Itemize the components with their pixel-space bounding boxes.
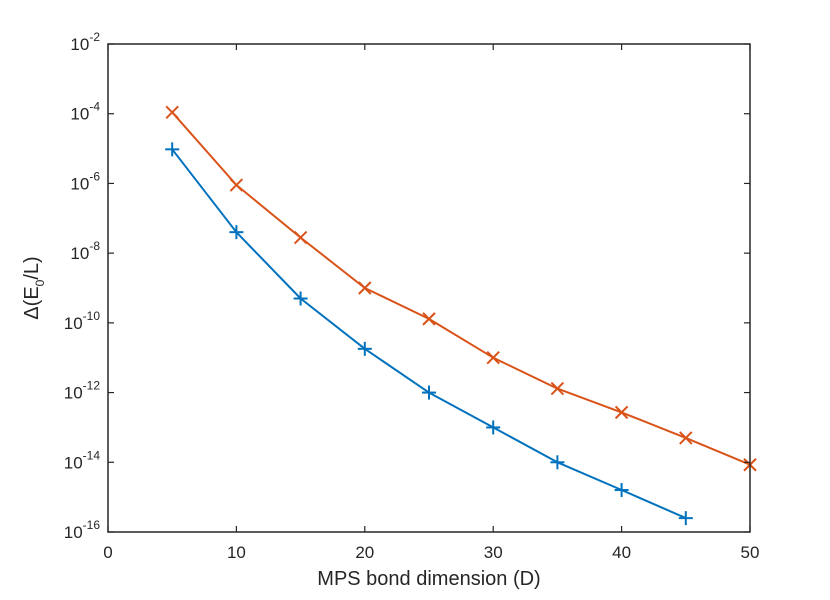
series-2-point (422, 312, 436, 326)
series-1-point (678, 511, 693, 526)
y-tick-label: 10-8 (70, 239, 100, 263)
y-tick-label: 10-12 (64, 379, 101, 403)
y-tick-label: 10-16 (64, 518, 101, 542)
series-1-point (550, 455, 565, 470)
series-1-point (357, 341, 372, 356)
y-axis-title: Δ(E0/L) (21, 256, 47, 319)
y-tick-label: 10-2 (70, 30, 100, 54)
series-1-point (422, 385, 436, 400)
y-axis-title-subscript: 0 (33, 279, 47, 286)
x-tick-label: 10 (227, 543, 246, 562)
x-tick-label: 40 (612, 543, 631, 562)
series-2-point (293, 230, 308, 245)
y-tick-label: 10-10 (64, 309, 101, 333)
y-tick-label: 10-4 (70, 100, 100, 124)
series-2-point (614, 405, 629, 420)
series-2-point (358, 281, 372, 295)
series-2-line (171, 111, 751, 466)
series-2-point (229, 178, 244, 192)
y-axis-title-suffix: /L) (21, 256, 43, 279)
x-axis: 0 10 20 30 40 50 (103, 44, 759, 562)
series-1-point (486, 420, 501, 435)
series-2-point (165, 105, 179, 119)
x-tick-label: 0 (103, 543, 112, 562)
series-1-point (165, 142, 180, 157)
series-2-point (550, 381, 565, 396)
y-tick-label: 10-6 (70, 169, 100, 193)
y-axis-title-prefix: Δ(E (21, 286, 43, 319)
x-axis-title: MPS bond dimension (D) (317, 568, 540, 590)
y-axis: 10-16 10-14 10-12 10-10 10-8 10-6 10-4 10-2 (64, 30, 750, 542)
plot-area (108, 44, 750, 532)
x-tick-label: 30 (484, 543, 503, 562)
x-tick-label: 20 (355, 543, 374, 562)
series-2-point (486, 351, 500, 365)
y-tick-label: 10-14 (64, 448, 101, 472)
series-1-point (614, 483, 629, 498)
x-tick-label: 50 (741, 543, 760, 562)
series-2-point (679, 431, 693, 445)
series-1-point (293, 291, 308, 306)
series-1-point (229, 225, 244, 240)
plot-frame (107, 43, 751, 533)
series-layer (165, 105, 757, 526)
